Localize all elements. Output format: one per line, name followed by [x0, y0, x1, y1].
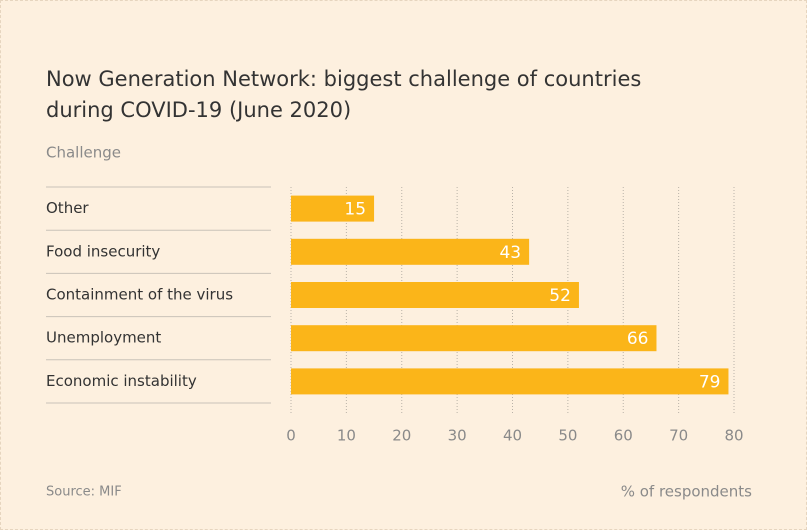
- value-label: 66: [627, 329, 649, 349]
- bar: [291, 282, 579, 308]
- bar: [291, 238, 530, 265]
- source: Source: MIF: [46, 485, 122, 500]
- y-tick-label: Other: [46, 199, 89, 217]
- value-label: 15: [344, 200, 366, 220]
- x-axis-label: % of respondents: [621, 483, 752, 501]
- y-tick-label: Food insecurity: [46, 242, 160, 260]
- y-axis-label: Challenge: [46, 144, 121, 162]
- bar: [291, 195, 375, 222]
- x-tick-label: 40: [503, 427, 522, 445]
- bar: [291, 368, 729, 395]
- chart-title: Now Generation Network: biggest challeng…: [46, 67, 642, 122]
- value-label: 52: [549, 286, 571, 306]
- bar: [291, 325, 657, 352]
- x-tick-label: 30: [448, 427, 467, 445]
- x-tick-label: 80: [724, 427, 743, 445]
- value-label: 43: [499, 243, 521, 263]
- x-tick-label: 20: [392, 427, 411, 445]
- x-tick-label: 50: [558, 427, 577, 445]
- x-tick-label: 0: [286, 427, 296, 445]
- y-tick-label: Economic instability: [46, 372, 197, 390]
- y-tick-label: Unemployment: [46, 329, 161, 347]
- y-tick-label: Containment of the virus: [46, 286, 233, 304]
- x-tick-label: 60: [614, 427, 633, 445]
- x-tick-label: 10: [337, 427, 356, 445]
- x-tick-label: 70: [669, 427, 688, 445]
- value-label: 79: [699, 372, 721, 392]
